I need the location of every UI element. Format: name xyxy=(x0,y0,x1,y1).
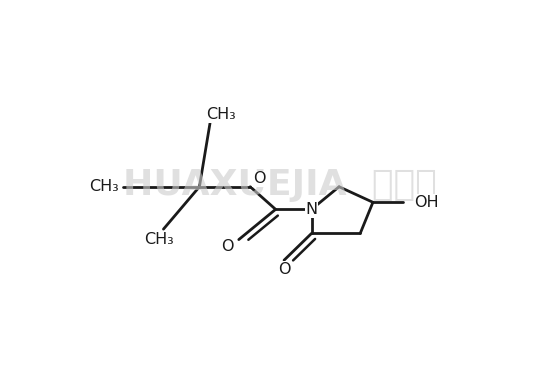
Text: CH₃: CH₃ xyxy=(90,179,119,194)
Text: CH₃: CH₃ xyxy=(144,232,174,247)
Text: HUAXUEJIA  化学加: HUAXUEJIA 化学加 xyxy=(123,168,437,202)
Text: O: O xyxy=(278,262,290,277)
Text: N: N xyxy=(306,202,318,217)
Text: O: O xyxy=(253,171,266,186)
Text: O: O xyxy=(221,239,233,254)
Text: CH₃: CH₃ xyxy=(206,107,235,122)
Text: OH: OH xyxy=(414,195,439,210)
